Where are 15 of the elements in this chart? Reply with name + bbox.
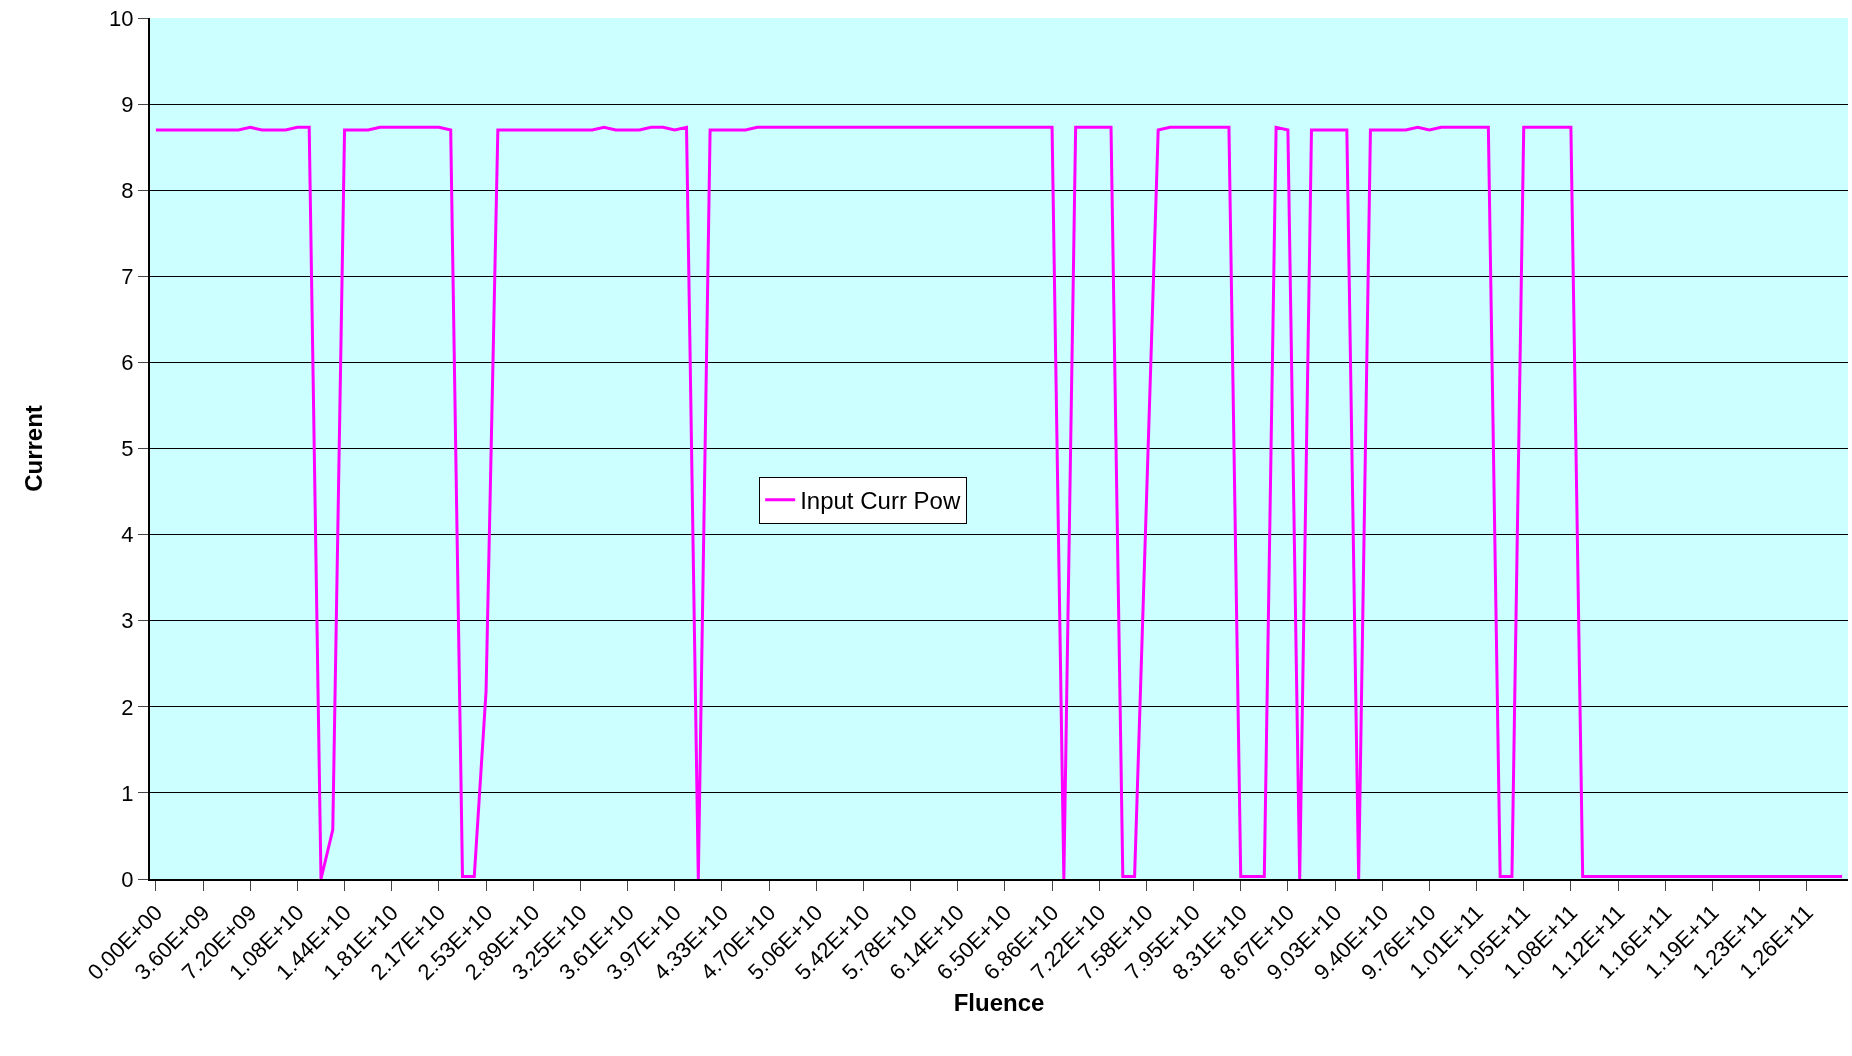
y-tick-label: 8 [121,177,134,203]
y-tick-label: 3 [121,608,134,634]
y-tick-label: 0 [121,866,134,892]
y-tick-label: 1 [121,780,134,806]
x-axis-title: Fluence [953,988,1045,1016]
legend-label: Input Curr Pow [800,487,961,515]
y-tick-label: 7 [121,264,134,289]
y-tick-label: 4 [121,522,134,548]
y-tick-label: 9 [121,91,134,117]
y-tick-label: 10 [109,5,134,31]
y-axis-title: Current [19,405,47,492]
line-series [154,125,1844,879]
y-tick-label: 2 [121,694,134,720]
y-tick-label: 6 [121,350,134,376]
y-tick-label: 5 [121,436,134,462]
